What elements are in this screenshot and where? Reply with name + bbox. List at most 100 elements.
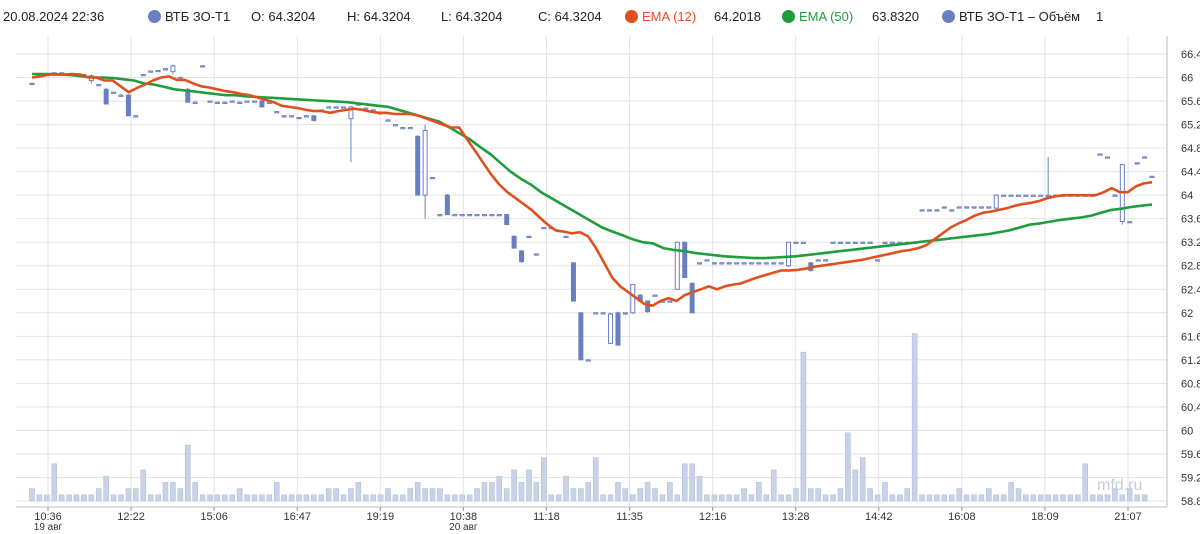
volume-bar — [414, 482, 421, 502]
volume-bar — [578, 488, 584, 502]
candle — [237, 101, 243, 104]
x-tick-labels: 10:36 12:22 15:06 16:47 19:19 10:38 11:18 11:35… — [34, 507, 1142, 533]
candle — [452, 213, 458, 217]
candle — [341, 106, 347, 109]
x-tick-label: 12:22 — [117, 511, 145, 523]
volume-bar — [637, 488, 644, 502]
volume-bar — [140, 469, 147, 502]
candle — [348, 105, 354, 163]
volume-bar — [177, 488, 184, 502]
legend-instrument[interactable]: ВТБ ЗО-Т1 — [148, 9, 230, 24]
candle — [726, 262, 732, 265]
volume-bar — [934, 494, 940, 502]
candle — [949, 209, 955, 212]
chart-legend: 20.08.2024 22:36 ВТБ ЗО-Т1 O: 64.3204 H:… — [0, 0, 1200, 36]
candle — [800, 241, 806, 244]
candle — [504, 213, 510, 226]
volume-bar — [281, 494, 287, 502]
candle — [845, 241, 851, 244]
volume-bar — [741, 488, 747, 502]
candle — [214, 101, 220, 104]
candle — [697, 262, 703, 265]
volume-bar — [51, 463, 58, 502]
candle — [1038, 194, 1044, 197]
legend-ema12-value: 64.2018 — [714, 9, 761, 24]
series-dot-icon — [148, 10, 161, 23]
y-tick-label: 63.2 — [1181, 237, 1200, 249]
volume-bar — [793, 488, 799, 502]
legend-ema12[interactable]: EMA (12) — [625, 9, 696, 24]
legend-volume[interactable]: ВТБ ЗО-Т1 – Объём — [942, 9, 1080, 24]
candle — [29, 82, 35, 86]
volume-bar — [229, 494, 236, 502]
volume-bar — [110, 494, 117, 502]
volume-bar — [400, 494, 406, 502]
candle — [481, 213, 487, 217]
volume-bar — [652, 488, 658, 502]
volume-bar — [474, 488, 480, 502]
x-tick-label: 13:28 — [782, 511, 810, 523]
candle — [778, 262, 784, 265]
y-tick-label: 59.6 — [1181, 449, 1200, 461]
y-tick-label: 64.8 — [1181, 143, 1200, 155]
candle — [103, 88, 109, 105]
volume-bar — [511, 469, 517, 502]
volume-bar — [36, 494, 43, 502]
ema12-line — [31, 72, 1153, 307]
volume-bar — [563, 475, 569, 502]
legend-open: O: 64.3204 — [251, 9, 316, 24]
volume-bar — [1104, 494, 1111, 502]
volume-bar — [496, 475, 503, 502]
candle — [682, 241, 688, 278]
volume-bar — [385, 488, 391, 502]
volume-bar — [81, 494, 87, 502]
volume-bar — [422, 488, 428, 502]
candle — [964, 206, 970, 209]
volume-bar — [993, 494, 1000, 502]
candle — [400, 126, 406, 130]
volume-bar — [1075, 494, 1081, 502]
volume-bar — [259, 494, 265, 502]
volume-bar — [948, 494, 955, 502]
volume-bar — [251, 494, 258, 502]
candle — [222, 101, 228, 104]
candle — [1104, 156, 1110, 159]
volume-bar — [207, 494, 213, 502]
volume-bar — [570, 488, 577, 502]
candle — [926, 209, 932, 212]
volume-bar — [555, 494, 562, 502]
candle — [192, 101, 198, 104]
candle — [444, 193, 450, 216]
volume-bar — [719, 494, 725, 502]
volume-bar — [244, 494, 250, 502]
candle — [823, 259, 829, 262]
candle — [852, 241, 858, 244]
x-tick-label: 12:16 — [699, 511, 727, 523]
volume-bar — [1097, 494, 1103, 502]
chart-grid — [16, 36, 1167, 507]
volume-bar — [1141, 494, 1148, 502]
volume-bar — [756, 482, 762, 502]
volume-bar — [88, 494, 95, 502]
x-tick-label: 10:36 — [34, 511, 62, 523]
volume-bar — [585, 482, 592, 502]
volume-bar — [73, 494, 80, 502]
candle — [608, 312, 614, 344]
legend-ema50[interactable]: EMA (50) — [782, 9, 853, 24]
candle — [719, 262, 725, 265]
x-tick-label: 18:09 — [1031, 511, 1059, 523]
legend-instrument-label: ВТБ ЗО-Т1 — [165, 9, 231, 24]
candle — [1127, 221, 1133, 224]
legend-volume-value: 1 — [1096, 9, 1104, 24]
volume-bar — [971, 494, 977, 502]
volume-bar — [600, 494, 606, 502]
candle — [1142, 156, 1148, 159]
candle — [311, 115, 317, 122]
candle — [978, 206, 984, 209]
volume-bar — [318, 494, 325, 502]
volume-bar — [926, 494, 933, 502]
volume-bar — [911, 333, 918, 502]
volume-bar — [986, 488, 992, 502]
candle — [830, 241, 836, 244]
